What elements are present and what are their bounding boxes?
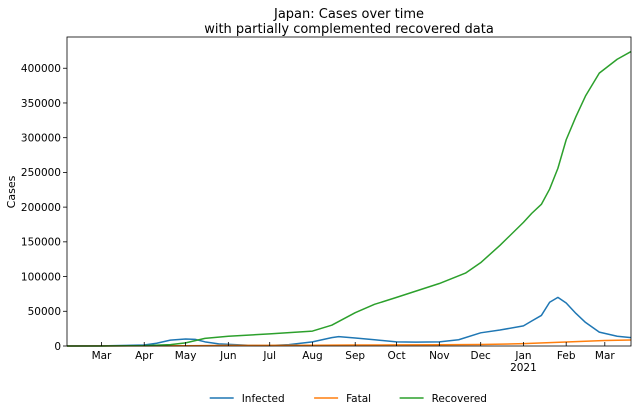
series-line-fatal: [66, 339, 632, 347]
y-tick-label: 350000: [21, 98, 61, 110]
x-tick-label: Mar: [92, 350, 112, 362]
x-tick-label: Sep: [345, 350, 365, 362]
axes-frame: [66, 36, 632, 347]
legend: Infected Fatal Recovered: [209, 393, 487, 405]
x-tick-label: Feb: [557, 350, 576, 362]
x-tick-label: Aug: [302, 350, 323, 362]
y-tick-label: 150000: [21, 237, 61, 249]
y-tick-label: 200000: [21, 202, 61, 214]
x-tick-label: Jul: [262, 350, 276, 362]
x-tick-label: Jan: [514, 350, 531, 362]
x-tick-label: Mar: [595, 350, 615, 362]
y-axis-label: Cases: [5, 175, 18, 208]
legend-label-fatal: Fatal: [346, 393, 371, 405]
y-tick-label: 400000: [21, 63, 61, 75]
chart-title-line1: Japan: Cases over time: [273, 7, 424, 22]
x-tick-label: May: [175, 350, 197, 362]
y-tick-label: 50000: [28, 306, 61, 318]
x-tick-label: Jun: [219, 350, 236, 362]
series-line-infected: [66, 296, 632, 347]
y-tick-label: 300000: [21, 132, 61, 144]
x-tick-sublabel: 2021: [510, 362, 537, 374]
x-tick-label: Dec: [471, 350, 492, 362]
y-tick-label: 250000: [21, 167, 61, 179]
x-tick-label: Oct: [387, 350, 405, 362]
legend-label-infected: Infected: [242, 393, 285, 405]
x-tick-label: Nov: [429, 350, 450, 362]
legend-label-recovered: Recovered: [432, 393, 487, 405]
series-line-recovered: [66, 50, 632, 347]
chart-title-line2: with partially complemented recovered da…: [204, 22, 494, 37]
x-tick-label: Apr: [135, 350, 154, 362]
y-tick-label: 100000: [21, 271, 61, 283]
y-tick-label: 0: [54, 341, 61, 353]
